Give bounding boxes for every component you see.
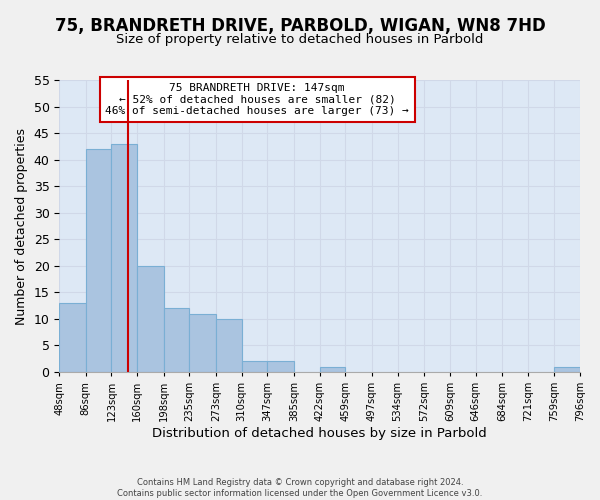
Bar [216,319,242,372]
Text: 75, BRANDRETH DRIVE, PARBOLD, WIGAN, WN8 7HD: 75, BRANDRETH DRIVE, PARBOLD, WIGAN, WN8… [55,18,545,36]
Bar [137,266,164,372]
Bar [164,308,190,372]
Bar [59,303,86,372]
Bar [112,144,137,372]
Bar [242,362,268,372]
Text: Size of property relative to detached houses in Parbold: Size of property relative to detached ho… [116,32,484,46]
Bar [190,314,216,372]
Bar [86,149,112,372]
Text: Contains HM Land Registry data © Crown copyright and database right 2024.
Contai: Contains HM Land Registry data © Crown c… [118,478,482,498]
Bar [320,366,346,372]
Bar [554,366,580,372]
X-axis label: Distribution of detached houses by size in Parbold: Distribution of detached houses by size … [152,427,487,440]
Y-axis label: Number of detached properties: Number of detached properties [15,128,28,324]
Text: 75 BRANDRETH DRIVE: 147sqm
← 52% of detached houses are smaller (82)
46% of semi: 75 BRANDRETH DRIVE: 147sqm ← 52% of deta… [105,83,409,116]
Bar [268,362,294,372]
